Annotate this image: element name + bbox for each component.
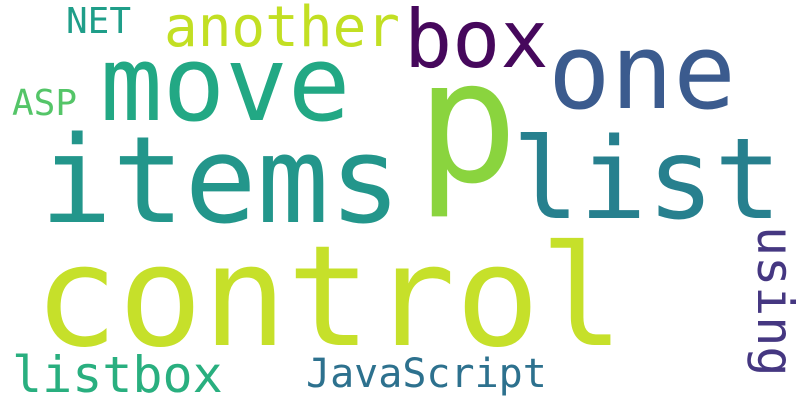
word-listbox: listbox: [12, 346, 223, 400]
word-p: p: [416, 24, 519, 222]
word-box: box: [404, 0, 549, 86]
word-another: another: [164, 0, 401, 60]
word-items: items: [40, 112, 402, 251]
word-using: using: [746, 226, 800, 377]
word-javascript: JavaScript: [306, 351, 547, 397]
word-net: NET: [66, 1, 132, 42]
word-asp: ASP: [12, 83, 78, 124]
word-move: move: [100, 23, 351, 145]
word-one: one: [548, 11, 736, 133]
word-control: control: [34, 216, 625, 379]
word-list: list: [512, 115, 782, 245]
